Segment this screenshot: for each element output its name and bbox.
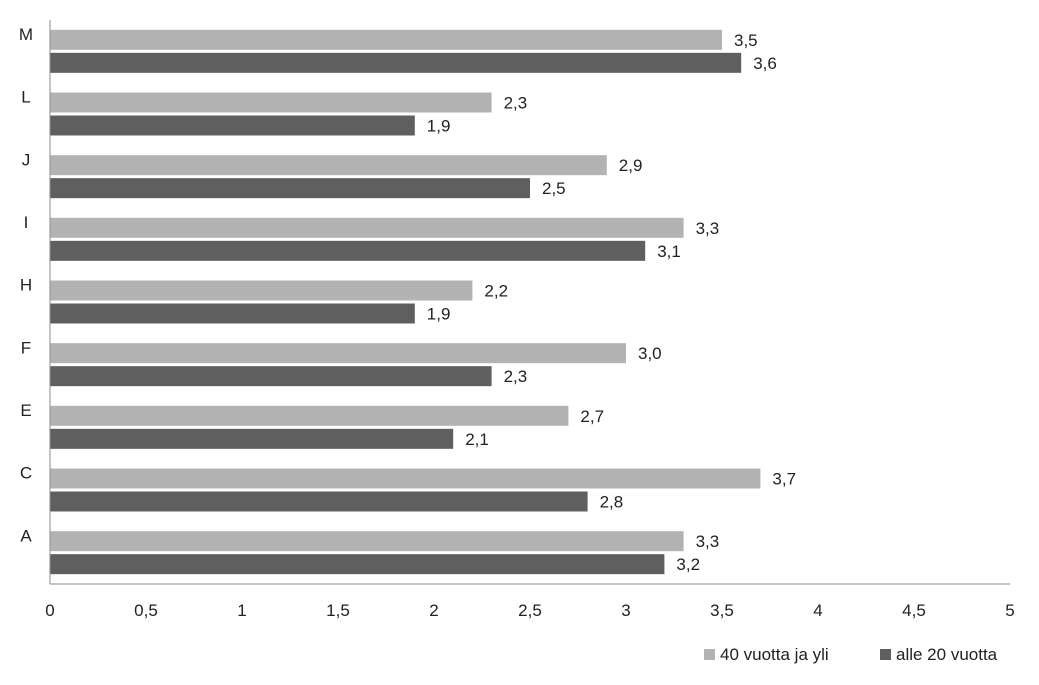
bar-series-1: [50, 405, 569, 426]
data-label: 3,2: [676, 555, 700, 574]
category-label: H: [20, 276, 32, 295]
x-tick-label: 0: [45, 601, 54, 620]
bar-series-2: [50, 491, 588, 512]
legend: 40 vuotta ja yli alle 20 vuotta: [704, 645, 998, 664]
bar-series-2: [50, 303, 415, 324]
data-label: 3,3: [696, 219, 720, 238]
bar-series-2: [50, 52, 742, 73]
x-tick-label: 4: [813, 601, 822, 620]
x-tick-label: 4,5: [902, 601, 926, 620]
data-label: 2,3: [504, 367, 528, 386]
legend-label: 40 vuotta ja yli: [720, 645, 829, 664]
data-label: 2,5: [542, 179, 566, 198]
bars-group: [50, 29, 761, 575]
bar-series-1: [50, 92, 492, 113]
bar-series-2: [50, 366, 492, 387]
data-label: 2,8: [600, 493, 624, 512]
x-tick-label: 3: [621, 601, 630, 620]
data-label: 1,9: [427, 117, 451, 136]
data-label: 3,6: [753, 54, 777, 73]
bar-series-1: [50, 280, 473, 301]
bar-series-2: [50, 554, 665, 575]
bar-series-2: [50, 428, 454, 449]
data-label: 2,2: [484, 282, 508, 301]
data-label: 2,1: [465, 430, 489, 449]
category-label: I: [24, 213, 29, 232]
x-tick-label: 1: [237, 601, 246, 620]
category-label: E: [20, 401, 31, 420]
category-label: C: [20, 464, 32, 483]
x-tick-label: 3,5: [710, 601, 734, 620]
legend-label: alle 20 vuotta: [896, 645, 998, 664]
data-label: 3,0: [638, 344, 662, 363]
data-label: 3,3: [696, 532, 720, 551]
category-label: M: [19, 25, 33, 44]
x-tick-label: 2,5: [518, 601, 542, 620]
x-tick-label: 2: [429, 601, 438, 620]
bar-series-1: [50, 468, 761, 489]
bar-series-2: [50, 178, 530, 199]
x-axis-tick-labels: 0 0,5 1 1,5 2 2,5 3 3,5 4 4,5 5: [45, 601, 1014, 620]
bar-series-1: [50, 29, 722, 50]
category-label: L: [21, 88, 30, 107]
data-label: 1,9: [427, 305, 451, 324]
data-label: 3,5: [734, 31, 758, 50]
data-label: 2,9: [619, 156, 643, 175]
data-label: 3,1: [657, 242, 681, 261]
data-label: 2,3: [504, 94, 528, 113]
category-label: J: [22, 150, 31, 169]
data-label: 2,7: [580, 407, 604, 426]
data-labels: 3,3 3,2 3,7 2,8 2,7 2,1 3,0 2,3 2,2 1,9 3,3 3,1 2,9 2…: [427, 31, 796, 574]
category-labels: A C E F H I J L M: [19, 25, 33, 545]
bar-series-1: [50, 343, 626, 364]
x-tick-label: 0,5: [134, 601, 158, 620]
category-label: F: [21, 338, 31, 357]
bar-series-1: [50, 217, 684, 238]
x-tick-label: 1,5: [326, 601, 350, 620]
legend-swatch: [880, 649, 891, 660]
x-tick-label: 5: [1005, 601, 1014, 620]
category-label: A: [20, 526, 32, 545]
bar-series-2: [50, 115, 415, 136]
bar-series-2: [50, 240, 646, 261]
bar-series-1: [50, 531, 684, 552]
legend-swatch: [704, 649, 715, 660]
bar-series-1: [50, 155, 607, 176]
data-label: 3,7: [772, 470, 796, 489]
